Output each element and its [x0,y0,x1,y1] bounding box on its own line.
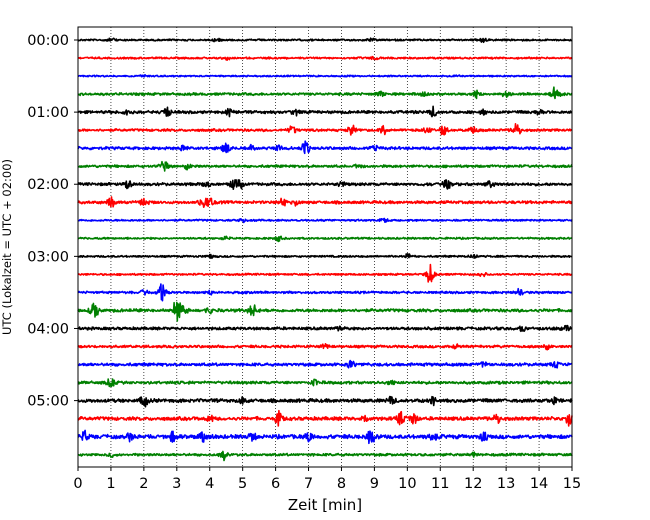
minute-grid [110,27,540,467]
x-tick-label: 10 [398,476,416,492]
x-tick-label: 4 [205,476,214,492]
x-tick-label: 2 [139,476,148,492]
seismogram-trace [77,301,573,322]
seismogram-trace [77,235,573,243]
seismogram-trace [77,123,573,136]
seismogram-trace [77,395,573,408]
seismogram-trace [77,253,573,260]
seismogram-trace [77,450,573,462]
x-tick-label: 14 [530,476,548,492]
seismogram-trace [77,74,573,78]
x-tick-label: 8 [337,476,346,492]
seismogram-trace [77,409,573,427]
seismogram-trace [77,217,573,224]
y-axis-title: UTC (Lokalzeit = UTC + 02:00) [0,159,14,335]
x-tick-label: 15 [563,476,581,492]
seismogram-trace [77,429,573,445]
seismogram-trace [77,179,573,190]
y-axis: 00:00 01:00 02:00 03:00 04:00 05:00 [27,33,78,410]
seismogram-trace [77,37,573,44]
x-tick-label: 12 [464,476,482,492]
x-tick-label: 6 [271,476,280,492]
y-tick-label: 02:00 [27,177,69,193]
plot-frame [77,26,573,468]
seismogram-trace [77,359,573,369]
y-tick-label: 03:00 [27,249,69,265]
x-tick-label: 1 [106,476,115,492]
x-tick-label: 9 [370,476,379,492]
y-tick-label: 04:00 [27,321,69,337]
seismogram-trace [77,342,573,351]
x-axis: 0 1 2 3 4 5 6 7 8 9 10 11 12 13 14 15 [73,467,581,492]
x-tick-label: 13 [497,476,515,492]
seismogram-traces [77,37,573,462]
seismogram-trace [77,263,573,283]
seismogram-trace [77,160,573,172]
seismogram-trace [77,196,573,208]
x-tick-label: 5 [238,476,247,492]
seismogram-trace [77,105,573,118]
x-axis-title: Zeit [min] [288,496,362,514]
y-tick-label: 01:00 [27,105,69,121]
x-tick-label: 7 [304,476,313,492]
seismogram-trace [77,324,573,333]
x-tick-label: 11 [431,476,449,492]
x-tick-label: 0 [73,476,82,492]
seismogram-trace [77,140,573,155]
seismogram-trace [77,283,573,302]
y-tick-label: 05:00 [27,394,69,410]
seismogram-trace [77,86,573,100]
x-tick-label: 3 [172,476,181,492]
seismogram-trace [77,378,573,388]
seismogram-trace [77,55,573,61]
y-tick-label: 00:00 [27,33,69,49]
